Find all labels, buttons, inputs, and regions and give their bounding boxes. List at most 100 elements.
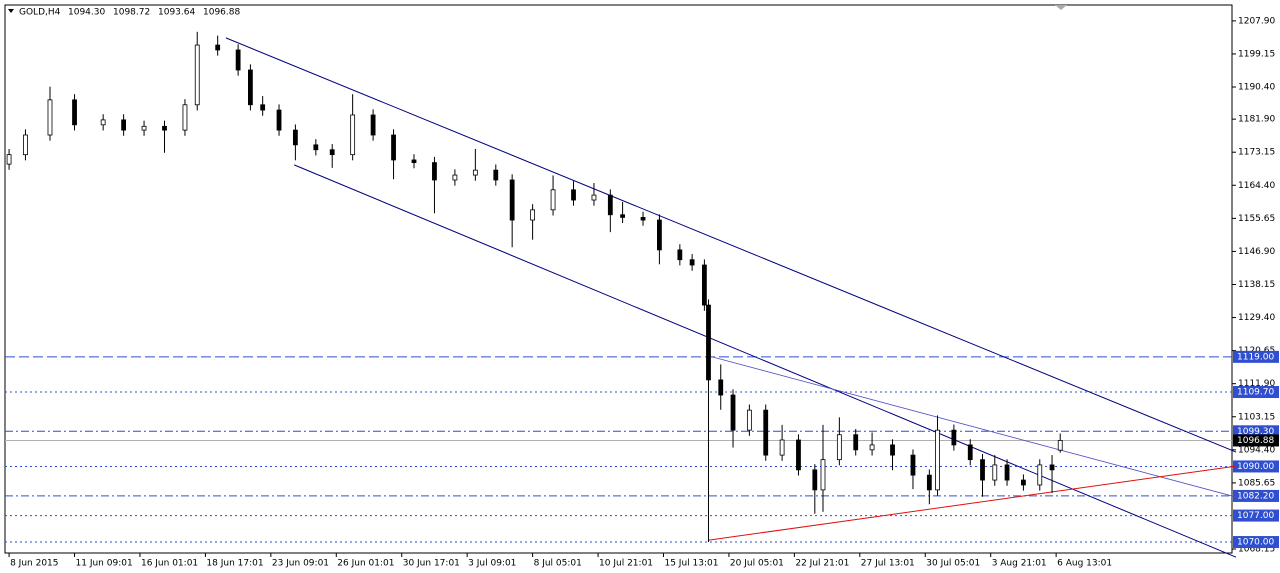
price-level-tag	[1233, 536, 1279, 549]
candle-body	[910, 454, 916, 476]
price-level-label: 1109.70	[1237, 388, 1274, 398]
x-tick-label: 20 Jul 05:01	[730, 559, 784, 569]
candle-body	[869, 444, 875, 451]
x-tick-label: 8 Jun 2015	[10, 559, 58, 569]
candle-body	[247, 69, 253, 106]
x-tick-label: 23 Jun 09:01	[272, 559, 329, 569]
y-tick-label: 1094.40	[1238, 445, 1275, 455]
candle-body	[329, 149, 335, 156]
x-tick-label: 3 Aug 21:01	[992, 559, 1047, 569]
header-open: 1094.30	[68, 8, 105, 18]
y-tick-label: 1111.90	[1238, 379, 1275, 389]
y-tick-label: 1068.15	[1238, 545, 1275, 555]
y-tick-label: 1164.40	[1238, 181, 1275, 191]
candle-body	[260, 104, 266, 111]
trendline	[708, 465, 1237, 541]
trendline	[712, 356, 1237, 498]
candle-body	[313, 144, 319, 151]
x-tick-label: 10 Jul 21:01	[599, 559, 653, 569]
candle-body	[292, 129, 298, 146]
candle-body	[951, 429, 957, 446]
y-tick-label: 1207.90	[1238, 16, 1275, 26]
x-tick-label: 26 Jun 01:01	[337, 559, 394, 569]
x-tick-label: 30 Jul 05:01	[926, 559, 980, 569]
candle-body	[493, 169, 499, 181]
candle-body	[812, 469, 818, 491]
y-tick-label: 1146.90	[1238, 247, 1275, 257]
candle-body	[706, 304, 711, 381]
price-level-label: 1070.00	[1237, 538, 1274, 548]
price-level-label: 1077.00	[1237, 511, 1274, 521]
candle-body	[452, 174, 458, 181]
candle-body	[509, 179, 515, 221]
y-tick-label: 1103.15	[1238, 412, 1275, 422]
x-tick-label: 18 Jun 17:01	[206, 559, 263, 569]
y-tick-label: 1138.15	[1238, 280, 1275, 290]
candle-body	[677, 249, 683, 261]
candle-body	[763, 409, 769, 456]
candle-body	[472, 169, 478, 176]
candle-body	[935, 429, 940, 491]
price-level-tag	[1233, 425, 1279, 438]
candle-body	[370, 114, 376, 136]
candle-body	[276, 109, 282, 131]
trendline	[293, 164, 1237, 558]
x-tick-label: 11 Jun 09:01	[76, 559, 133, 569]
candle-body	[820, 459, 826, 491]
candle-body	[701, 264, 707, 306]
candle-body	[350, 114, 356, 156]
candle-body	[141, 125, 147, 131]
y-tick-label: 1155.65	[1238, 214, 1275, 224]
candle-body	[47, 99, 53, 136]
candle-body	[23, 134, 28, 156]
candle-body	[72, 99, 77, 126]
candle-body	[796, 439, 801, 471]
x-tick-label: 16 Jun 01:01	[141, 559, 198, 569]
candle-body	[890, 444, 895, 456]
y-tick-label: 1199.15	[1238, 49, 1275, 59]
price-level-tag	[1233, 509, 1279, 522]
x-tick-label: 30 Jun 17:01	[403, 559, 460, 569]
x-tick-label: 8 Jul 05:01	[534, 559, 582, 569]
candle-body	[967, 444, 973, 461]
header-close: 1096.88	[203, 8, 240, 18]
x-tick-label: 27 Jul 13:01	[861, 559, 915, 569]
candle-body	[980, 459, 985, 481]
candle-body	[746, 409, 752, 431]
candle-body	[607, 194, 613, 216]
candle-body	[836, 434, 842, 461]
shift-marker	[1055, 5, 1067, 10]
candle-body	[121, 119, 127, 131]
candle-body	[391, 134, 396, 161]
candle-body	[182, 104, 188, 131]
x-tick-label: 15 Jul 13:01	[664, 559, 718, 569]
candle-body	[571, 189, 576, 201]
price-level-tag	[1233, 434, 1279, 447]
candle-body	[6, 154, 12, 165]
price-level-label: 1119.00	[1237, 352, 1274, 362]
candle-body	[620, 214, 625, 218]
candle-body	[718, 379, 724, 396]
header-high: 1098.72	[113, 8, 150, 18]
menu-arrow[interactable]	[8, 9, 14, 13]
plot-frame	[4, 4, 1233, 554]
candle-body	[411, 159, 417, 163]
candle-body	[100, 119, 106, 126]
header-low: 1093.64	[158, 8, 195, 18]
candle-body	[1049, 464, 1055, 471]
y-tick-label: 1173.15	[1238, 148, 1275, 158]
chart-title: GOLD,H4	[19, 8, 61, 18]
candle-body	[215, 44, 221, 51]
candle-body	[657, 219, 662, 251]
candle-body	[591, 194, 597, 201]
candle-body	[235, 49, 241, 71]
candle-body	[779, 439, 785, 456]
y-tick-label: 1190.40	[1238, 83, 1275, 93]
candle-body	[1037, 464, 1043, 486]
y-tick-label: 1085.65	[1238, 478, 1275, 488]
candle-body	[730, 394, 736, 431]
price-level-tag	[1233, 386, 1279, 399]
candle-body	[1057, 440, 1063, 451]
price-level-tag	[1233, 460, 1279, 473]
